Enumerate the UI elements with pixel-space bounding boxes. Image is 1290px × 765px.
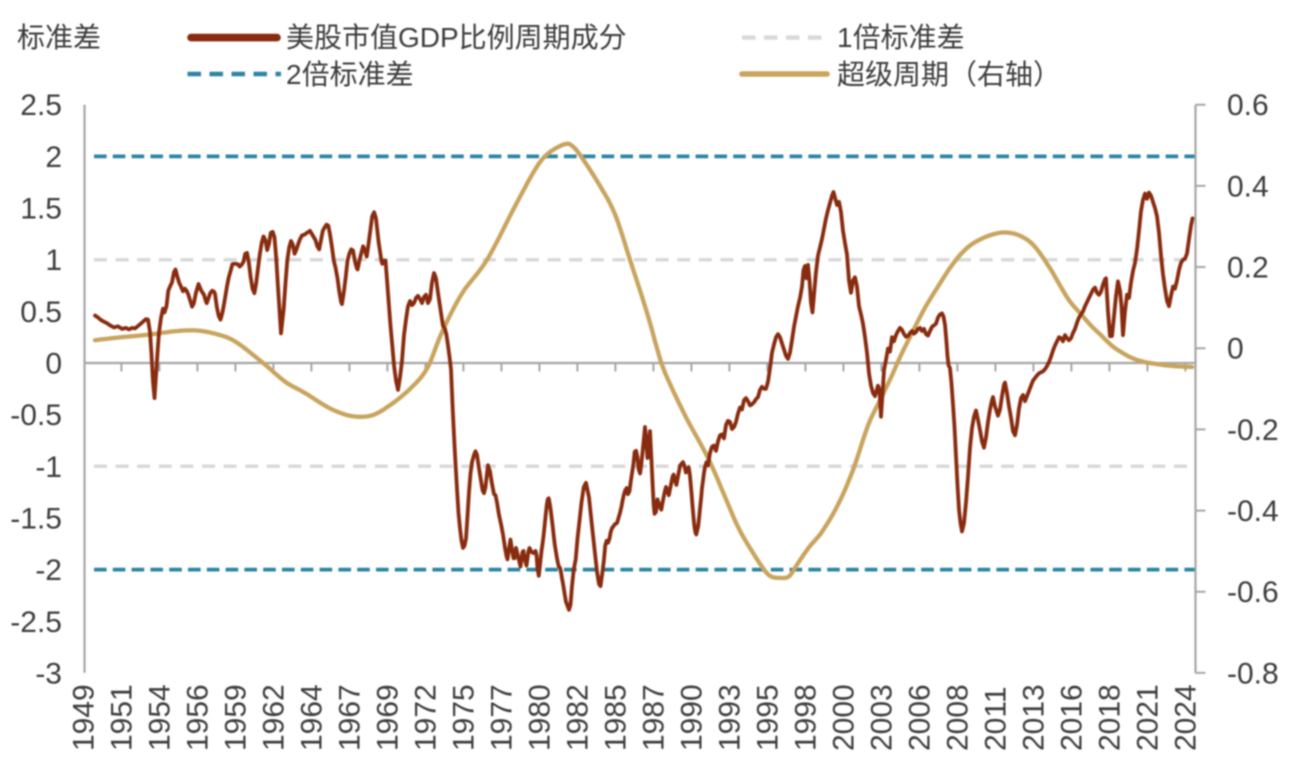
svg-text:2013: 2013 bbox=[1017, 684, 1050, 751]
svg-text:1972: 1972 bbox=[409, 684, 442, 751]
svg-text:1949: 1949 bbox=[67, 684, 100, 751]
svg-text:2021: 2021 bbox=[1131, 684, 1164, 751]
svg-text:标准差: 标准差 bbox=[17, 22, 101, 53]
svg-text:1967: 1967 bbox=[333, 684, 366, 751]
svg-text:1959: 1959 bbox=[219, 684, 252, 751]
svg-text:-1.5: -1.5 bbox=[10, 503, 62, 536]
svg-text:-0.2: -0.2 bbox=[1227, 414, 1279, 447]
svg-text:0: 0 bbox=[1227, 333, 1244, 366]
svg-text:美股市值GDP比例周期成分: 美股市值GDP比例周期成分 bbox=[286, 22, 627, 53]
svg-text:1.5: 1.5 bbox=[20, 193, 62, 226]
svg-text:1倍标准差: 1倍标准差 bbox=[837, 22, 965, 53]
svg-text:-0.6: -0.6 bbox=[1227, 576, 1279, 609]
svg-text:2024: 2024 bbox=[1169, 684, 1202, 751]
svg-text:-0.5: -0.5 bbox=[10, 399, 62, 432]
svg-text:1969: 1969 bbox=[371, 684, 404, 751]
svg-text:1954: 1954 bbox=[143, 684, 176, 751]
svg-text:-0.8: -0.8 bbox=[1227, 657, 1279, 690]
svg-text:2016: 2016 bbox=[1055, 684, 1088, 751]
svg-text:1977: 1977 bbox=[485, 684, 518, 751]
svg-text:2.5: 2.5 bbox=[20, 89, 62, 122]
svg-text:2011: 2011 bbox=[979, 686, 1012, 751]
svg-text:2006: 2006 bbox=[903, 684, 936, 751]
svg-text:1962: 1962 bbox=[257, 684, 290, 751]
svg-text:1982: 1982 bbox=[561, 684, 594, 751]
svg-text:1993: 1993 bbox=[713, 684, 746, 751]
svg-text:1951: 1951 bbox=[105, 684, 138, 751]
svg-text:-3: -3 bbox=[35, 657, 62, 690]
svg-text:-1: -1 bbox=[35, 451, 62, 484]
svg-text:1964: 1964 bbox=[295, 684, 328, 751]
svg-text:-0.4: -0.4 bbox=[1227, 495, 1279, 528]
svg-text:2018: 2018 bbox=[1093, 684, 1126, 751]
svg-text:1987: 1987 bbox=[637, 684, 670, 751]
svg-text:1975: 1975 bbox=[447, 684, 480, 751]
svg-text:1: 1 bbox=[45, 244, 62, 277]
svg-text:0: 0 bbox=[45, 348, 62, 381]
svg-text:0.2: 0.2 bbox=[1227, 252, 1269, 285]
svg-text:0.6: 0.6 bbox=[1227, 89, 1269, 122]
svg-text:-2.5: -2.5 bbox=[10, 606, 62, 639]
svg-text:0.5: 0.5 bbox=[20, 296, 62, 329]
svg-text:2003: 2003 bbox=[865, 684, 898, 751]
svg-text:2: 2 bbox=[45, 141, 62, 174]
svg-text:2倍标准差: 2倍标准差 bbox=[286, 59, 414, 90]
svg-text:0.4: 0.4 bbox=[1227, 170, 1269, 203]
svg-text:超级周期（右轴）: 超级周期（右轴） bbox=[837, 59, 1061, 90]
svg-text:1998: 1998 bbox=[789, 684, 822, 751]
svg-text:1995: 1995 bbox=[751, 684, 784, 751]
svg-text:-2: -2 bbox=[35, 554, 62, 587]
svg-text:1956: 1956 bbox=[181, 684, 214, 751]
svg-text:2008: 2008 bbox=[941, 684, 974, 751]
svg-text:2000: 2000 bbox=[827, 684, 860, 751]
svg-text:1980: 1980 bbox=[523, 684, 556, 751]
svg-text:1985: 1985 bbox=[599, 684, 632, 751]
svg-text:1990: 1990 bbox=[675, 684, 708, 751]
